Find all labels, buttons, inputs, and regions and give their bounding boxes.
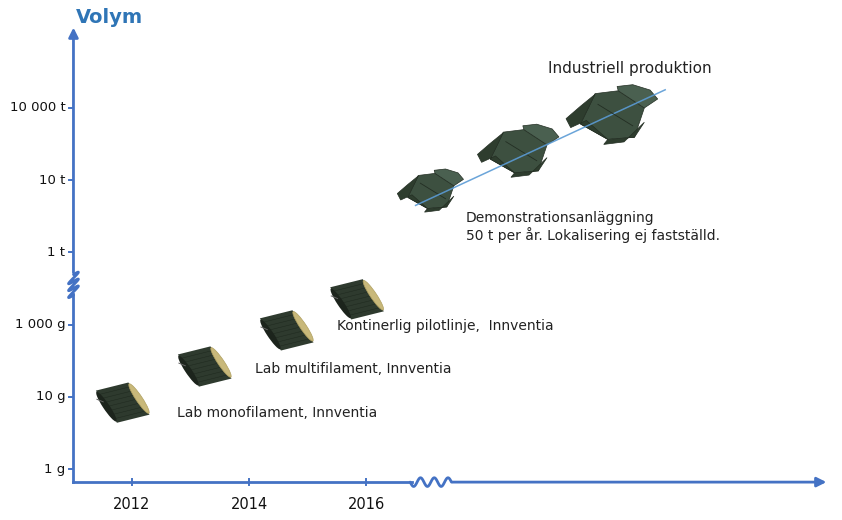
Polygon shape: [260, 310, 313, 350]
Text: Demonstrationsanläggning
50 t per år. Lokalisering ej fastställd.: Demonstrationsanläggning 50 t per år. Lo…: [466, 211, 720, 243]
Polygon shape: [604, 122, 644, 145]
Polygon shape: [523, 124, 559, 145]
Text: 10 g: 10 g: [35, 391, 66, 404]
Polygon shape: [511, 158, 547, 177]
Text: 1 g: 1 g: [44, 463, 66, 476]
Ellipse shape: [210, 348, 232, 378]
Polygon shape: [477, 133, 514, 173]
Text: Industriell produktion: Industriell produktion: [548, 61, 711, 75]
Text: 10 t: 10 t: [39, 174, 66, 187]
Text: 10 000 t: 10 000 t: [9, 101, 66, 114]
Polygon shape: [434, 169, 463, 186]
Ellipse shape: [96, 392, 116, 422]
Text: 1 t: 1 t: [47, 246, 66, 259]
Ellipse shape: [129, 384, 149, 413]
Text: 1 000 g: 1 000 g: [14, 318, 66, 331]
Polygon shape: [566, 94, 608, 139]
Polygon shape: [96, 383, 150, 423]
Polygon shape: [580, 91, 644, 139]
Text: Lab multifilament, Innventia: Lab multifilament, Innventia: [255, 362, 451, 376]
Ellipse shape: [331, 289, 351, 318]
Text: 2012: 2012: [114, 497, 151, 512]
Text: Kontinerlig pilotlinje,  Innventia: Kontinerlig pilotlinje, Innventia: [337, 319, 554, 333]
Ellipse shape: [260, 320, 280, 349]
Text: 2016: 2016: [348, 497, 385, 512]
Ellipse shape: [179, 356, 199, 385]
Polygon shape: [397, 176, 428, 209]
Text: Lab monofilament, Innventia: Lab monofilament, Innventia: [177, 406, 377, 420]
Polygon shape: [178, 346, 232, 387]
Polygon shape: [408, 173, 454, 209]
Ellipse shape: [363, 280, 384, 310]
Polygon shape: [330, 279, 384, 319]
Text: Volym: Volym: [76, 8, 143, 27]
Ellipse shape: [293, 311, 313, 341]
Polygon shape: [617, 85, 658, 108]
Text: 2014: 2014: [231, 497, 268, 512]
Polygon shape: [424, 196, 454, 212]
Polygon shape: [490, 129, 547, 173]
